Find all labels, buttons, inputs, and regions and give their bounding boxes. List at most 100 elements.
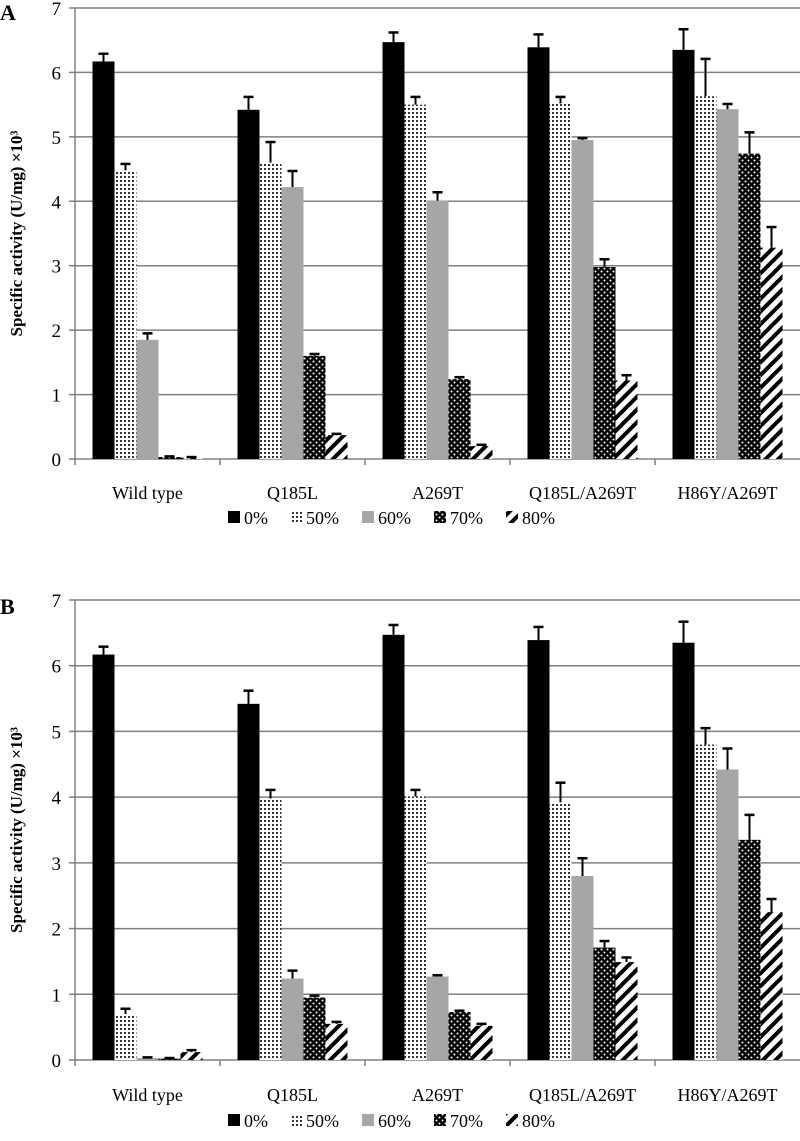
bar-0pct bbox=[527, 47, 550, 460]
y-tick-label: 4 bbox=[52, 788, 62, 809]
legend-swatch bbox=[290, 1114, 302, 1126]
legend-item: 80% bbox=[506, 508, 555, 528]
bar-50pct bbox=[549, 103, 572, 460]
y-tick-label: 1 bbox=[52, 386, 62, 407]
bar-70pct bbox=[593, 947, 616, 1060]
panel-a: A 0 1 2 3 4 5 6 7 Specific activity (U/mg) ×10³ Wi… bbox=[0, 0, 800, 528]
bar-50pct bbox=[404, 104, 427, 460]
legend-label: 60% bbox=[378, 508, 411, 528]
legend-swatch bbox=[506, 1114, 518, 1126]
x-tick-label: Wild type bbox=[112, 483, 183, 503]
bar-60pct bbox=[426, 976, 449, 1060]
x-tick-label: Wild type bbox=[112, 1085, 183, 1105]
y-tick-label: 6 bbox=[52, 657, 62, 678]
bar-70pct bbox=[738, 839, 761, 1060]
x-tick-label: Q185L bbox=[267, 1085, 318, 1105]
bar-60pct bbox=[426, 200, 449, 460]
panel-b: B 0 1 2 3 4 5 6 7 Specific activity (U/mg) ×10³ Wi… bbox=[0, 591, 800, 1131]
bar-80pct bbox=[615, 962, 638, 1060]
bar-50pct bbox=[259, 798, 282, 1060]
bar-60pct bbox=[281, 978, 304, 1060]
x-tick-label: H86Y/A269T bbox=[678, 483, 778, 503]
y-tick-label: 6 bbox=[52, 63, 62, 84]
bar-0pct bbox=[237, 109, 260, 459]
bar-0pct bbox=[527, 640, 550, 1060]
legend-swatch bbox=[362, 511, 374, 523]
bar-0pct bbox=[92, 654, 115, 1060]
bar-60pct bbox=[571, 876, 594, 1060]
legend-item: 60% bbox=[362, 1111, 411, 1131]
bar-0pct bbox=[672, 642, 695, 1060]
bar-60pct bbox=[716, 109, 739, 459]
bar-0pct bbox=[92, 61, 115, 460]
bar-50pct bbox=[694, 744, 717, 1060]
y-tick-label: 4 bbox=[52, 192, 62, 213]
legend-label: 0% bbox=[244, 1111, 268, 1131]
legend-swatch bbox=[290, 511, 302, 523]
bar-0pct bbox=[672, 49, 695, 459]
bar-50pct bbox=[114, 1014, 137, 1060]
bar-80pct bbox=[615, 380, 638, 459]
bar-70pct bbox=[593, 267, 616, 459]
x-tick-label: A269T bbox=[412, 483, 463, 503]
panel-label: A bbox=[0, 0, 16, 25]
legend-swatch bbox=[434, 1114, 446, 1126]
bar-80pct bbox=[325, 1023, 348, 1060]
panel-label: B bbox=[0, 594, 15, 619]
bar-80pct bbox=[325, 435, 348, 459]
legend-label: 70% bbox=[450, 1111, 483, 1131]
legend-item: 0% bbox=[228, 508, 268, 528]
bar-80pct bbox=[470, 446, 493, 459]
y-tick-label: 5 bbox=[52, 722, 62, 743]
bar-50pct bbox=[114, 170, 137, 460]
x-tick-label: Q185L bbox=[267, 483, 318, 503]
legend-item: 0% bbox=[228, 1111, 268, 1131]
y-tick-label: 7 bbox=[52, 0, 62, 20]
y-tick-label: 5 bbox=[52, 128, 62, 149]
bar-70pct bbox=[303, 997, 326, 1060]
y-tick-label: 2 bbox=[52, 920, 62, 941]
x-tick-label: H86Y/A269T bbox=[678, 1085, 778, 1105]
bar-60pct bbox=[136, 339, 159, 459]
legend-swatch bbox=[228, 1114, 240, 1126]
bar-70pct bbox=[303, 355, 326, 459]
bar-60pct bbox=[281, 187, 304, 459]
bar-50pct bbox=[404, 796, 427, 1060]
bar-80pct bbox=[180, 1052, 203, 1060]
y-axis-title: Specific activity (U/mg) ×10³ bbox=[7, 131, 26, 337]
legend-label: 0% bbox=[244, 508, 268, 528]
x-tick-label: A269T bbox=[412, 1085, 463, 1105]
bar-70pct bbox=[738, 153, 761, 459]
legend-label: 60% bbox=[378, 1111, 411, 1131]
bar-60pct bbox=[136, 1058, 159, 1060]
legend-swatch bbox=[228, 511, 240, 523]
bar-0pct bbox=[382, 42, 405, 459]
legend-swatch bbox=[434, 511, 446, 523]
legend-item: 50% bbox=[290, 508, 339, 528]
y-tick-label: 2 bbox=[52, 321, 62, 342]
legend-label: 50% bbox=[306, 508, 339, 528]
bar-70pct bbox=[448, 1012, 471, 1060]
bar-60pct bbox=[716, 769, 739, 1060]
legend-item: 80% bbox=[506, 1111, 555, 1131]
legend-label: 80% bbox=[522, 1111, 555, 1131]
legend-label: 80% bbox=[522, 508, 555, 528]
y-tick-label: 0 bbox=[52, 450, 62, 471]
y-tick-label: 0 bbox=[52, 1051, 62, 1072]
legend-item: 60% bbox=[362, 508, 411, 528]
legend-label: 50% bbox=[306, 1111, 339, 1131]
bar-50pct bbox=[259, 162, 282, 459]
bar-70pct bbox=[158, 1058, 181, 1060]
bar-70pct bbox=[448, 379, 471, 459]
y-tick-label: 7 bbox=[52, 591, 62, 612]
bar-50pct bbox=[694, 96, 717, 459]
legend-item: 70% bbox=[434, 1111, 483, 1131]
bar-80pct bbox=[470, 1025, 493, 1060]
bar-0pct bbox=[237, 703, 260, 1060]
bar-0pct bbox=[382, 634, 405, 1060]
x-tick-label: Q185L/A269T bbox=[529, 483, 636, 503]
legend-item: 70% bbox=[434, 508, 483, 528]
y-axis-title: Specific activity (U/mg) ×10³ bbox=[7, 727, 26, 933]
y-tick-label: 1 bbox=[52, 985, 62, 1006]
